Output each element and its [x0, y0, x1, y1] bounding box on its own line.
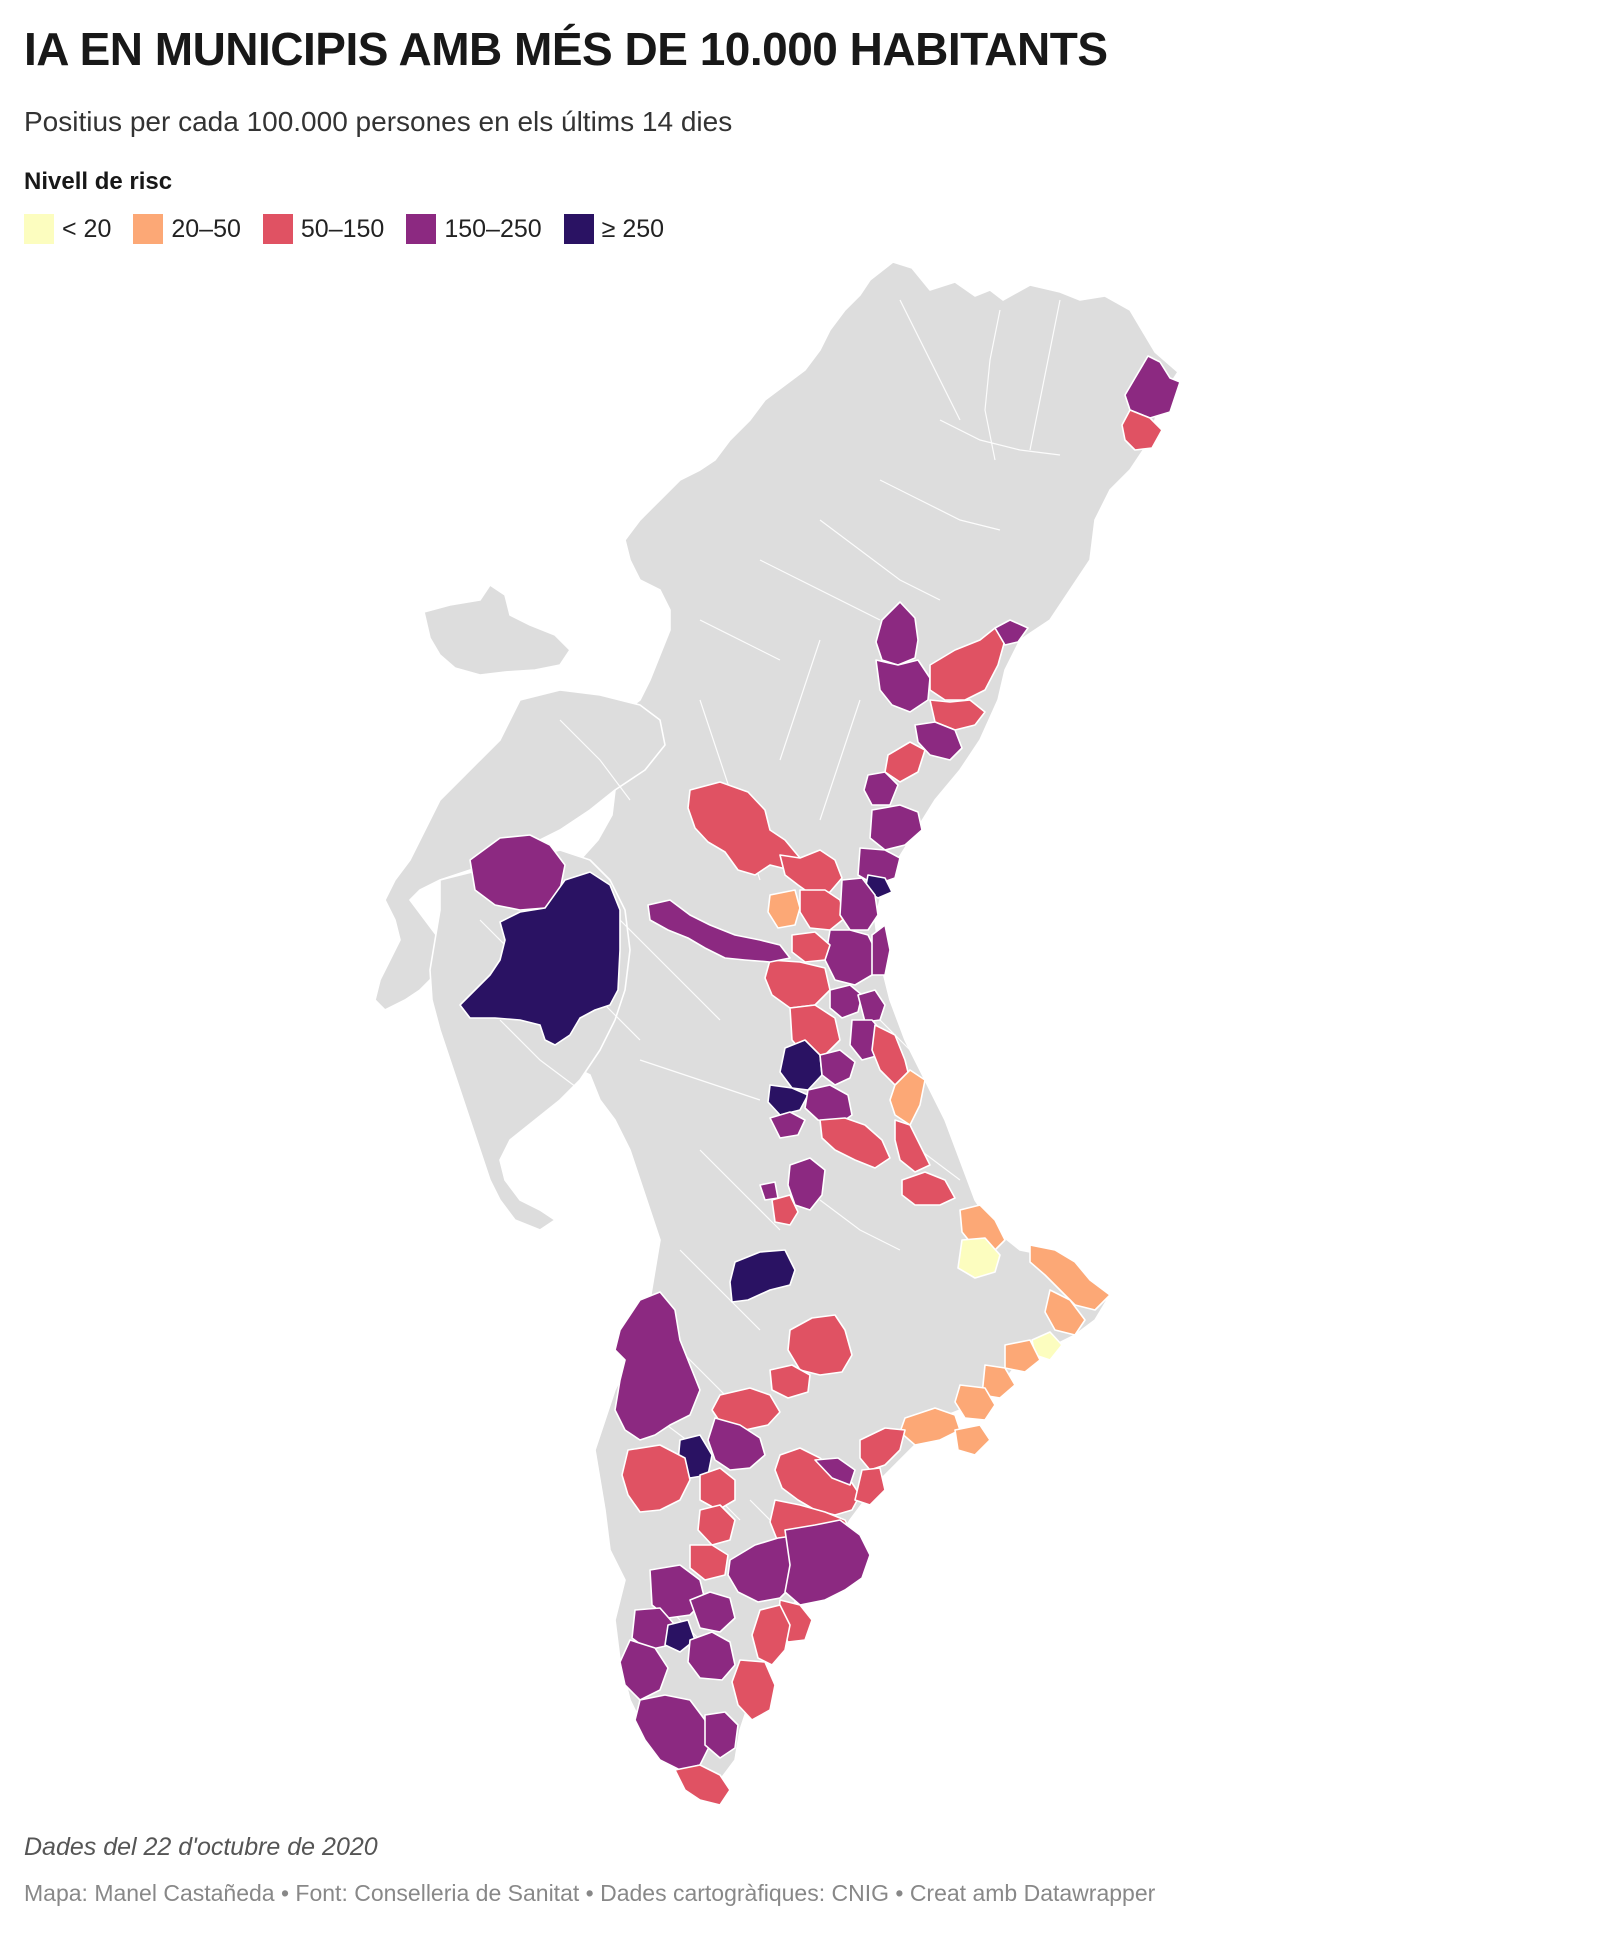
municipality-benidorm-orange	[1004, 1339, 1041, 1373]
municipality-chiva	[647, 899, 791, 963]
credits-footer: Mapa: Manel Castañeda • Font: Conselleri…	[24, 1880, 1156, 1906]
municipality-metro-core	[824, 929, 879, 986]
date-note: Dades del 22 d'octubre de 2020	[24, 1833, 378, 1861]
legend-label-gte250: ≥ 250	[601, 214, 665, 243]
legend-item-lt20: < 20	[24, 214, 111, 244]
municipality-sagunt-north	[869, 804, 923, 851]
legend-swatch-20-50	[133, 214, 164, 244]
municipality-metro-north	[799, 889, 846, 931]
municipality-lliria	[687, 781, 801, 876]
municipality-castello-west	[875, 659, 931, 713]
municipality-ribera-dark	[767, 1084, 809, 1116]
legend-swatch-50-150	[262, 214, 293, 244]
legend-label-lt20: < 20	[62, 214, 112, 243]
municipality-north-coast	[1121, 409, 1163, 451]
municipality-calp-orange	[1044, 1289, 1086, 1336]
legend-item-gte250: ≥ 250	[563, 214, 665, 244]
municipality-requena	[459, 871, 621, 1046]
municipality-alacant-north	[859, 1427, 906, 1471]
municipality-alcoi	[787, 1314, 853, 1376]
municipality-ibi	[711, 1387, 781, 1431]
municipality-jijona	[774, 1447, 861, 1516]
legend-swatch-gte250	[563, 214, 594, 244]
legend-label-20-50: 20–50	[171, 214, 241, 243]
municipality-coast-orange-1	[954, 1384, 996, 1421]
municipality-cullera-orange	[889, 1069, 926, 1126]
municipalities-risk	[459, 355, 1181, 1806]
municipality-paterna-orange	[767, 889, 801, 929]
municipality-castello	[929, 627, 1006, 701]
legend-swatch-lt20	[24, 214, 54, 244]
municipality-pilar-red	[674, 1764, 731, 1806]
legend-item-150-250: 150–250	[406, 214, 542, 244]
municipality-pilar-purple	[704, 1711, 739, 1759]
municipality-vega-purple-2	[689, 1591, 736, 1633]
legend-swatch-150-250	[406, 214, 437, 244]
municipality-villena-purple	[707, 1417, 766, 1471]
legend-item-20-50: 20–50	[133, 214, 241, 244]
territory-rincon-de-ademuz	[423, 584, 571, 676]
municipality-gandia-north	[894, 1119, 931, 1173]
map-subtitle: Positius per cada 100.000 persones en el…	[24, 106, 733, 137]
municipality-alcoi-south	[769, 1364, 811, 1399]
municipality-almansa-red	[621, 1444, 691, 1513]
legend-label-150-250: 150–250	[444, 214, 542, 243]
municipality-metro-red	[791, 931, 831, 963]
legend-item-50-150: 50–150	[262, 214, 385, 244]
municipality-valencia-coast	[871, 924, 891, 976]
municipality-villena-dark	[729, 1249, 796, 1303]
municipality-elda-red	[697, 1504, 736, 1546]
municipality-vega-purple-4	[619, 1639, 669, 1701]
municipality-alzira-red	[819, 1117, 891, 1169]
municipality-oliva	[901, 1171, 956, 1206]
municipality-castello-north	[875, 601, 919, 666]
municipality-alzira-dark	[779, 1039, 823, 1091]
municipality-north-tip	[1124, 355, 1181, 419]
municipality-carlet	[819, 1049, 856, 1086]
municipality-javea-orange	[1029, 1244, 1111, 1311]
municipality-torrevieja-red	[731, 1659, 776, 1721]
legend: < 20 20–50 50–150 150–250 ≥ 250	[24, 214, 664, 244]
municipality-silla	[857, 989, 886, 1023]
municipality-novelda	[689, 1544, 729, 1581]
municipality-metro-west	[779, 849, 843, 896]
municipality-vall-duixo	[863, 771, 899, 806]
municipality-jijona-purple	[814, 1457, 856, 1486]
municipality-algemesi	[769, 1111, 806, 1139]
municipality-caudete-purple	[614, 1291, 701, 1441]
municipality-valencia-north	[839, 877, 879, 931]
municipality-denia-yellow	[957, 1237, 1001, 1279]
municipality-benicassim	[994, 619, 1029, 646]
municipality-coast-orange-3	[954, 1424, 991, 1456]
municipality-guardamar	[751, 1604, 791, 1666]
municipality-catarroja	[829, 984, 863, 1019]
municipality-sant-joan	[854, 1467, 886, 1506]
municipality-vega-dark	[664, 1619, 696, 1653]
legend-label-50-150: 50–150	[300, 214, 385, 243]
municipality-ontinyent-purple	[759, 1181, 779, 1201]
municipality-xativa-red	[771, 1194, 799, 1226]
municipality-xativa-purple	[787, 1157, 826, 1211]
legend-title: Nivell de risc	[24, 168, 173, 195]
municipality-petrer	[699, 1467, 736, 1511]
municipality-elx-purple	[784, 1519, 871, 1606]
municipality-borriana	[914, 721, 963, 761]
municipality-vega-purple-5	[687, 1631, 736, 1681]
choropleth-map	[374, 261, 1181, 1806]
map-title: IA EN MUNICIPIS AMB MÉS DE 10.000 HABITA…	[24, 23, 1108, 75]
